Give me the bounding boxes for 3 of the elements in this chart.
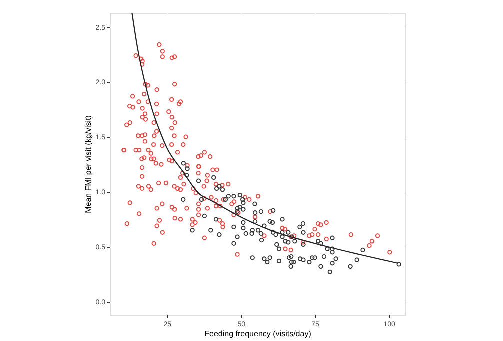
y-axis-title: Mean FMI per visit (kg/visit) xyxy=(84,115,93,214)
line-series xyxy=(132,12,398,264)
x-axis-title: Feeding frequency (visits/day) xyxy=(204,330,312,338)
